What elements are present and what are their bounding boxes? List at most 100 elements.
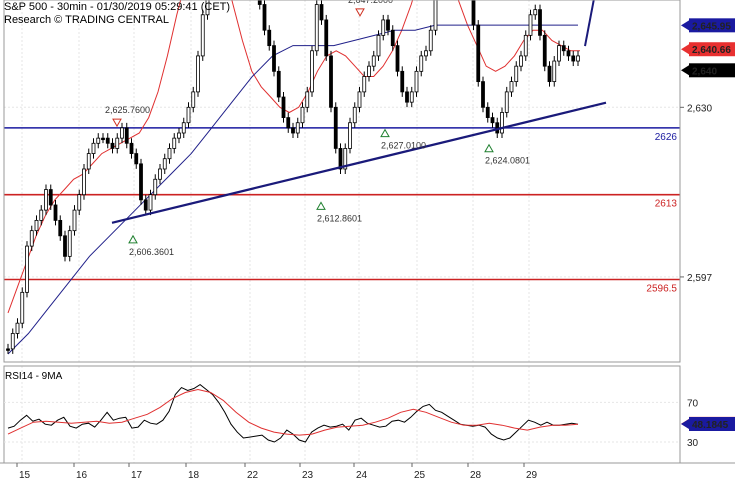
gridlines: [4, 0, 680, 463]
candle-body: [433, 0, 438, 31]
candle-body: [172, 137, 177, 149]
candle-body: [519, 55, 523, 67]
level-label: 2596.5: [646, 284, 677, 295]
candle-body: [181, 122, 186, 134]
price-tag: [689, 18, 735, 33]
x-tick-label: 17: [131, 470, 143, 480]
candle-body: [110, 142, 115, 149]
candle-body: [167, 148, 172, 160]
annotation-label: 2,625.7600: [105, 105, 150, 115]
candle-body: [205, 0, 210, 16]
price-series: [6, 0, 607, 355]
candle-body: [20, 291, 25, 324]
candle-body: [129, 142, 134, 154]
candle-body: [15, 322, 20, 334]
candle-body: [267, 29, 272, 47]
price-tag: [689, 63, 735, 78]
candle-body: [552, 60, 557, 83]
candle-body: [67, 230, 72, 257]
rsi-y-tick-label: 30: [687, 438, 699, 449]
low-marker: [128, 234, 138, 244]
annotation-label: 2,627.0100: [381, 141, 426, 151]
candle-body: [314, 4, 319, 52]
annotations: 2,675.47002,672.37992,653.18992,650.9299…: [105, 0, 530, 257]
rsi-title: RSI14 - 9MA: [5, 371, 63, 382]
x-tick-label: 25: [414, 470, 426, 480]
x-tick-label: 23: [302, 470, 314, 480]
candle-body: [362, 76, 367, 93]
price-tag-label: 2,640: [692, 66, 717, 77]
candle-body: [367, 65, 371, 77]
candle-body: [490, 117, 495, 124]
annotation-label: 2,612.8601: [317, 213, 362, 223]
y-tick-label: 2,597: [687, 273, 712, 284]
candle-body: [390, 29, 395, 47]
candle-body: [533, 9, 538, 16]
rsi-line: [7, 383, 579, 443]
candle-body: [162, 158, 167, 170]
candle-body: [500, 112, 504, 134]
candle-body: [348, 122, 352, 149]
candle-body: [338, 148, 343, 170]
candle-body: [58, 219, 63, 237]
x-tick-label: 24: [356, 470, 368, 480]
candle-body: [6, 348, 10, 351]
candle-body: [82, 168, 86, 196]
candle-body: [120, 127, 124, 139]
candle-body: [414, 70, 419, 93]
candle-body: [48, 189, 53, 206]
candle-body: [566, 50, 571, 57]
level-label: 2613: [655, 199, 678, 210]
candle-body: [281, 96, 286, 118]
level-label: 2626: [655, 132, 678, 143]
candle-body: [53, 204, 58, 221]
candle-body: [405, 91, 409, 103]
annotation-label: 2,606.3601: [129, 247, 174, 257]
candle-body: [86, 153, 91, 170]
candle-body: [143, 199, 148, 211]
ma-red-line: [7, 0, 580, 314]
candle-body: [514, 65, 519, 83]
candle-body: [542, 34, 547, 67]
candle-body: [101, 137, 105, 141]
candle-body: [409, 91, 414, 103]
candle-body: [77, 194, 82, 211]
candle-body: [471, 0, 476, 26]
rsi-tag-pointer: [681, 418, 689, 429]
candle-body: [485, 106, 490, 118]
candle-body: [324, 19, 329, 57]
support-trendline: [111, 101, 607, 224]
candle-body: [291, 127, 295, 134]
candle-body: [39, 209, 44, 221]
price-tag-label: 2,645.95: [692, 21, 731, 32]
price-panel-frame: [3, 0, 681, 363]
x-tick-label: 15: [19, 470, 31, 480]
candle-body: [196, 55, 200, 93]
projection-arrow-line: [584, 0, 595, 47]
candle-body: [547, 65, 552, 83]
chart-subtitle: Research © TRADING CENTRAL: [4, 14, 169, 26]
candle-body: [10, 333, 15, 350]
candle-body: [419, 55, 424, 72]
candle-body: [139, 163, 143, 201]
candle-body: [509, 81, 514, 93]
candle-body: [395, 45, 400, 72]
candle-body: [124, 127, 129, 144]
candle-body: [29, 230, 34, 247]
ma-blue-line: [7, 24, 578, 355]
candle-body: [286, 117, 291, 129]
candle-body: [186, 106, 191, 124]
candle-body: [400, 70, 405, 93]
price-tag-pointer: [681, 44, 689, 55]
chart-title: S&P 500 - 30min - 01/30/2019 05:29:41 (C…: [4, 1, 231, 13]
candle-body: [44, 189, 48, 211]
candle-body: [352, 106, 357, 124]
high-marker: [112, 118, 122, 128]
price-tag-label: 2,640.66: [692, 45, 731, 56]
candle-body: [523, 34, 528, 57]
candle-body: [91, 142, 96, 154]
x-tick-label: 22: [247, 470, 259, 480]
candle-body: [25, 245, 29, 293]
